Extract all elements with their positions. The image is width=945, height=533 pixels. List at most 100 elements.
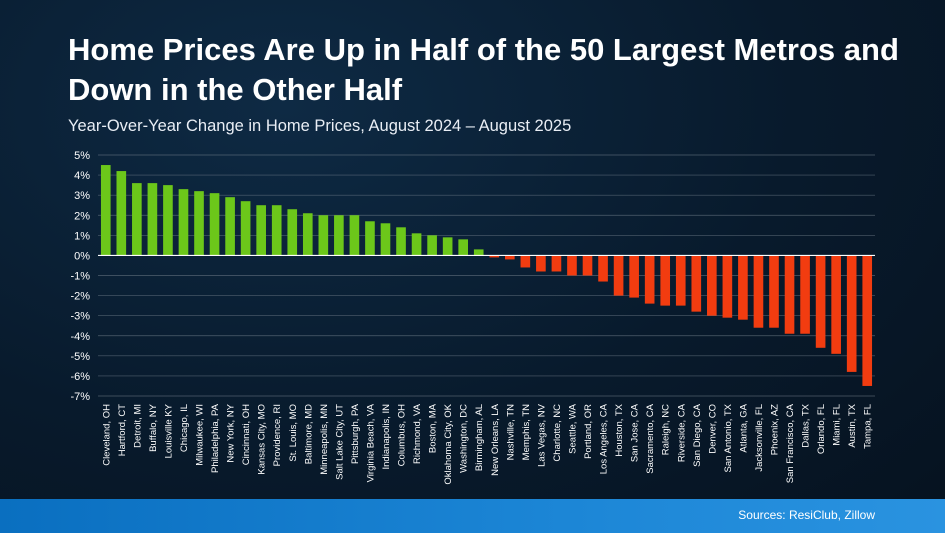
bar	[334, 215, 344, 256]
bar	[691, 255, 702, 312]
bar	[800, 255, 810, 334]
x-tick-label: Louisville KY	[163, 403, 174, 458]
x-tick-label: San Jose, CA	[630, 403, 641, 462]
bar-chart: 5% 4% 3% 2% 1% 0% -1% -2% -3% -4% -5% -6% -7% Clevel…	[70, 150, 875, 484]
bar	[722, 255, 733, 318]
bars	[100, 165, 873, 386]
bar	[551, 255, 562, 272]
x-axis-labels: Cleveland, OH Hartford, CT Detroit, MI Buff…	[101, 403, 873, 484]
bar	[473, 249, 484, 256]
x-tick-label: Raleigh, NC	[661, 404, 672, 455]
x-tick-label: Minneapolis, MN	[319, 404, 330, 475]
bar	[178, 189, 189, 256]
bar	[660, 255, 671, 306]
bar	[411, 233, 422, 256]
y-tick-label: 2%	[74, 210, 90, 222]
bar	[163, 185, 173, 256]
bar	[831, 255, 841, 354]
bar	[815, 255, 826, 348]
x-tick-label: Washington, DC	[459, 404, 470, 473]
x-tick-label: Tampa, FL	[863, 404, 874, 449]
x-tick-label: Columbus, OH	[397, 404, 408, 466]
footer-bar: Sources: ResiClub, Zillow	[0, 499, 945, 533]
bar	[240, 201, 251, 256]
x-tick-label: Oklahoma City, OK	[443, 403, 454, 484]
x-tick-label: Sacramento, CA	[645, 403, 656, 473]
x-tick-label: Boston, MA	[428, 403, 439, 453]
bar	[675, 255, 686, 306]
bar	[504, 255, 515, 260]
bar	[862, 255, 873, 386]
x-tick-label: Salt Lake City, UT	[334, 404, 345, 480]
x-tick-label: New Orleans, LA	[490, 403, 501, 475]
y-tick-label: -1%	[70, 271, 90, 283]
x-tick-label: Denver, CO	[707, 404, 718, 454]
bar	[738, 255, 748, 320]
bar	[846, 255, 857, 372]
x-tick-label: Pittsburgh, PA	[350, 403, 361, 464]
chart-subtitle: Year-Over-Year Change in Home Prices, Au…	[68, 117, 572, 135]
bar	[256, 205, 266, 256]
bar	[567, 255, 577, 276]
x-tick-label: Detroit, MI	[132, 404, 143, 448]
y-tick-label: -6%	[70, 371, 90, 383]
bar	[442, 237, 453, 256]
x-tick-label: Portland, OR	[583, 404, 594, 459]
bar	[132, 183, 142, 256]
bar	[396, 227, 406, 256]
y-tick-label: 0%	[74, 250, 90, 262]
x-tick-label: Virginia Beach, VA	[365, 403, 376, 482]
x-tick-label: Philadelphia, PA	[210, 403, 221, 473]
x-tick-label: Chicago, IL	[179, 404, 190, 452]
bar	[427, 235, 437, 256]
x-tick-label: Buffalo, NY	[148, 403, 159, 452]
bar	[365, 221, 375, 256]
bar	[318, 215, 329, 256]
x-tick-label: Baltimore, MD	[303, 404, 314, 464]
bar	[598, 255, 608, 282]
bar	[629, 255, 639, 298]
bar	[582, 255, 593, 276]
bar	[100, 165, 111, 256]
bar	[644, 255, 655, 304]
chart-title: Home Prices Are Up in Half of the 50 Lar…	[68, 32, 899, 107]
x-tick-label: Phoenix, AZ	[769, 404, 780, 455]
x-tick-label: Las Vegas, NV	[536, 403, 547, 467]
x-tick-label: St. Louis, MO	[288, 404, 299, 462]
y-tick-label: -7%	[70, 391, 90, 403]
y-axis-ticks: 5% 4% 3% 2% 1% 0% -1% -2% -3% -4% -5% -6% -7%	[70, 150, 90, 403]
y-tick-label: 3%	[74, 190, 90, 202]
bar	[458, 239, 469, 256]
x-tick-label: Indianapolis, IN	[381, 404, 392, 470]
bar	[147, 183, 158, 256]
bar	[769, 255, 779, 328]
bar	[194, 191, 204, 256]
y-tick-label: 5%	[74, 150, 90, 162]
bar	[349, 215, 360, 256]
x-tick-label: Dallas, TX	[801, 403, 812, 447]
x-tick-label: Hartford, CT	[117, 404, 128, 456]
x-tick-label: Memphis, TN	[521, 404, 532, 460]
x-tick-label: Birmingham, AL	[474, 404, 485, 471]
bar	[489, 255, 500, 258]
x-tick-label: Charlotte, NC	[552, 404, 563, 462]
x-tick-label: Atlanta, GA	[738, 403, 749, 452]
bar	[302, 213, 313, 256]
x-tick-label: Richmond, VA	[412, 403, 423, 464]
x-tick-label: Seattle, WA	[567, 403, 578, 453]
x-tick-label: Kansas City, MO	[257, 404, 268, 475]
x-tick-label: San Francisco, CA	[785, 403, 796, 483]
bar	[380, 223, 391, 256]
x-tick-label: Providence, RI	[272, 404, 283, 466]
x-tick-label: Orlando, FL	[816, 404, 827, 454]
bar	[287, 209, 298, 256]
x-tick-label: New York, NY	[226, 403, 237, 462]
bar	[209, 193, 220, 256]
bar	[271, 205, 282, 256]
bar	[116, 171, 127, 256]
y-tick-label: 4%	[74, 170, 90, 182]
y-tick-label: -4%	[70, 331, 90, 343]
y-tick-label: -3%	[70, 311, 90, 323]
x-tick-label: San Antonio, TX	[723, 403, 734, 472]
bar	[613, 255, 624, 296]
